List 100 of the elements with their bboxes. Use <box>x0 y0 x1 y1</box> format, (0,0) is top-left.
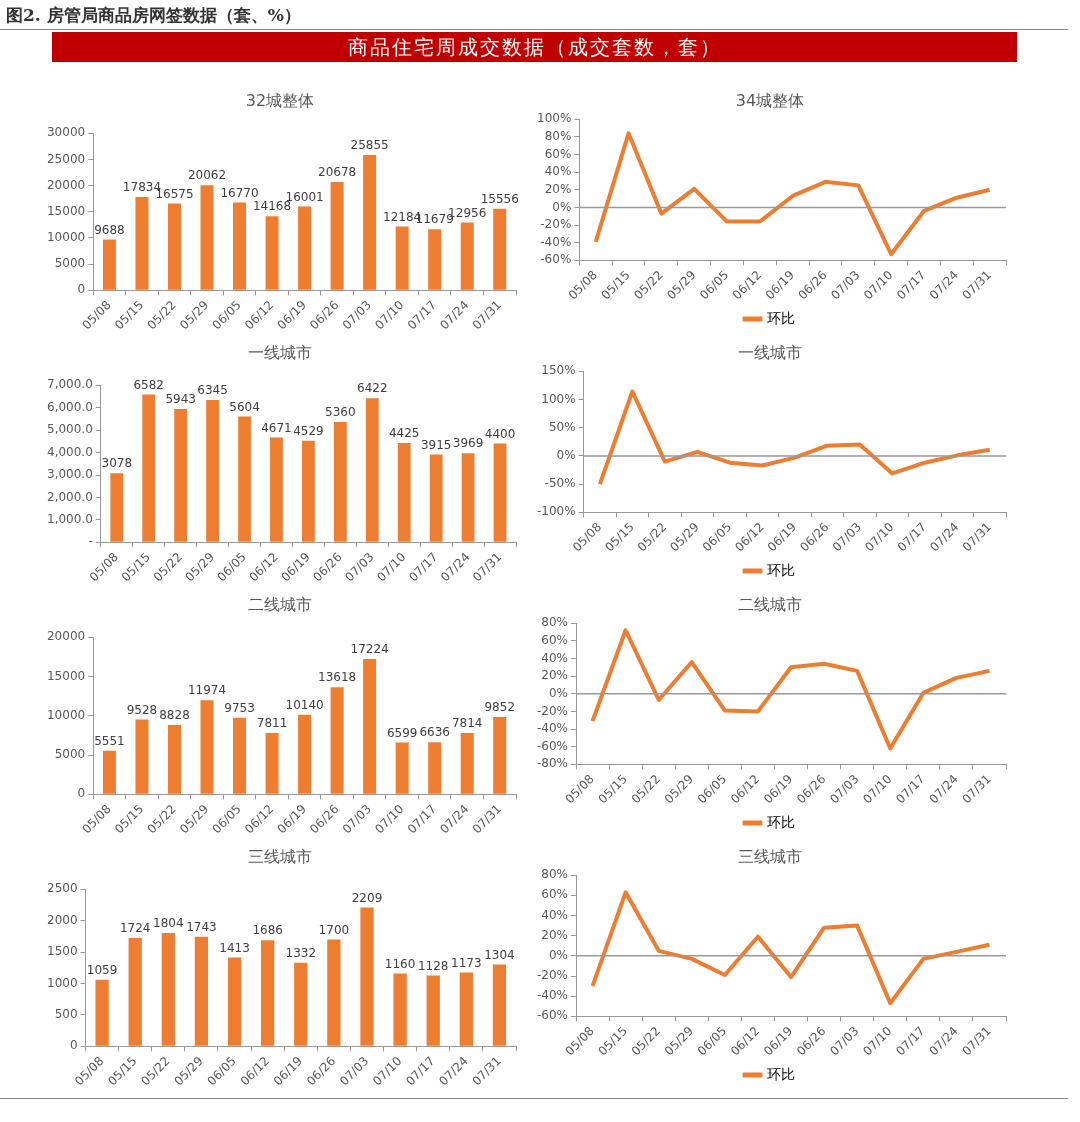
chart-title: 二线城市 <box>248 594 312 614</box>
data-label: 7814 <box>451 716 483 731</box>
text: 商品住宅周成交数据（成交套数，套） <box>52 32 1017 62</box>
data-label: 1700 <box>318 922 350 937</box>
legend-label: 环比 <box>766 561 795 578</box>
data-label: 6345 <box>197 383 228 398</box>
data-label: 6582 <box>133 377 164 392</box>
data-label: 6422 <box>357 381 388 396</box>
bar <box>395 226 409 290</box>
data-label: 4529 <box>293 423 324 438</box>
data-label: 1304 <box>484 947 515 962</box>
data-label: 4671 <box>261 420 292 435</box>
y-tick-label: 2000 <box>46 912 78 927</box>
data-label: 6636 <box>419 725 450 740</box>
bar <box>174 408 188 542</box>
y-tick-label: 40% <box>541 650 568 665</box>
y-tick-label: 15000 <box>46 203 86 218</box>
y-tick-label: 20000 <box>46 177 86 192</box>
bar <box>261 940 275 1046</box>
y-tick-label: 0 <box>77 282 86 297</box>
bar <box>397 443 411 542</box>
y-tick-label: 0% <box>548 947 568 962</box>
y-tick-label: -20% <box>536 703 568 718</box>
bar <box>459 972 473 1046</box>
y-tick-label: -40% <box>536 988 568 1003</box>
y-tick-label: 15000 <box>46 668 86 683</box>
y-tick-label: 3,000.0 <box>46 467 93 482</box>
data-label: 7811 <box>256 716 288 731</box>
data-label: 20062 <box>187 168 227 183</box>
bar <box>110 473 124 542</box>
chart-title: 三线城市 <box>248 846 312 866</box>
data-label: 6599 <box>386 725 418 740</box>
y-tick-label: 20% <box>541 668 568 683</box>
bar <box>298 714 312 794</box>
data-label: 20678 <box>318 165 357 180</box>
data-label: 13618 <box>318 670 357 685</box>
bar <box>330 182 344 290</box>
bar <box>227 957 242 1046</box>
y-tick-label: -80% <box>536 756 568 771</box>
data-label: 1804 <box>153 916 184 931</box>
data-label: 9753 <box>224 700 255 715</box>
data-label: 1332 <box>285 945 317 960</box>
y-tick-label: -60% <box>540 252 572 267</box>
bar <box>265 216 279 290</box>
bar <box>363 659 377 794</box>
bar <box>460 732 474 794</box>
bar <box>270 437 283 542</box>
y-tick-label: 80% <box>541 615 568 630</box>
bar <box>327 939 341 1046</box>
data-label: 1413 <box>219 940 250 955</box>
bar <box>460 222 474 290</box>
bar <box>233 717 247 794</box>
bar <box>142 394 156 542</box>
y-tick-label: 0% <box>552 199 572 214</box>
bar <box>200 700 214 794</box>
y-tick-label: -20% <box>540 217 572 232</box>
y-tick-label: 2,000.0 <box>46 489 93 504</box>
y-tick-label: 150% <box>541 363 576 378</box>
data-label: 10140 <box>285 697 324 712</box>
y-tick-label: 2500 <box>46 881 78 896</box>
text: 图2. 房管局商品房网签数据（套、%） <box>6 4 301 27</box>
data-label: 8828 <box>159 708 190 723</box>
bar <box>102 239 116 290</box>
data-label: 5360 <box>325 405 356 420</box>
y-tick-label: 20% <box>541 927 568 942</box>
y-tick-label: 5000 <box>54 747 86 762</box>
y-tick-label: 0 <box>69 1038 78 1053</box>
bar <box>135 196 149 290</box>
bar <box>200 185 214 290</box>
bar <box>493 443 507 542</box>
bar <box>161 932 175 1046</box>
bar <box>333 422 347 542</box>
y-tick-label: 80% <box>544 128 572 143</box>
data-label: 1686 <box>252 923 283 938</box>
bar <box>167 724 181 794</box>
data-label: 15556 <box>480 191 519 206</box>
y-tick-label: 7,000.0 <box>46 377 93 392</box>
data-label: 16770 <box>220 185 259 200</box>
bar <box>298 206 312 290</box>
data-label: 1173 <box>451 955 482 970</box>
y-tick-label: 100% <box>536 111 572 126</box>
bar <box>128 937 142 1046</box>
bar <box>294 962 308 1046</box>
y-tick-label: 10000 <box>46 230 86 245</box>
bar <box>330 687 344 794</box>
chart-title: 一线城市 <box>738 342 802 362</box>
y-tick-label: 1,000.0 <box>46 512 93 527</box>
data-label: 3969 <box>452 436 484 451</box>
y-tick-label: 10000 <box>46 707 86 722</box>
y-tick-label: -40% <box>536 721 568 736</box>
y-tick-label: 60% <box>541 632 568 647</box>
y-tick-label: 50% <box>548 419 576 434</box>
y-tick-label: 30000 <box>46 125 86 140</box>
data-label: 2209 <box>351 890 383 905</box>
bar <box>365 398 379 542</box>
y-tick-label: -60% <box>536 738 568 753</box>
data-label: 17224 <box>350 642 389 657</box>
y-tick-label: -60% <box>536 1008 568 1023</box>
y-tick-label: 40% <box>544 164 572 179</box>
y-tick-label: 0% <box>556 448 576 463</box>
